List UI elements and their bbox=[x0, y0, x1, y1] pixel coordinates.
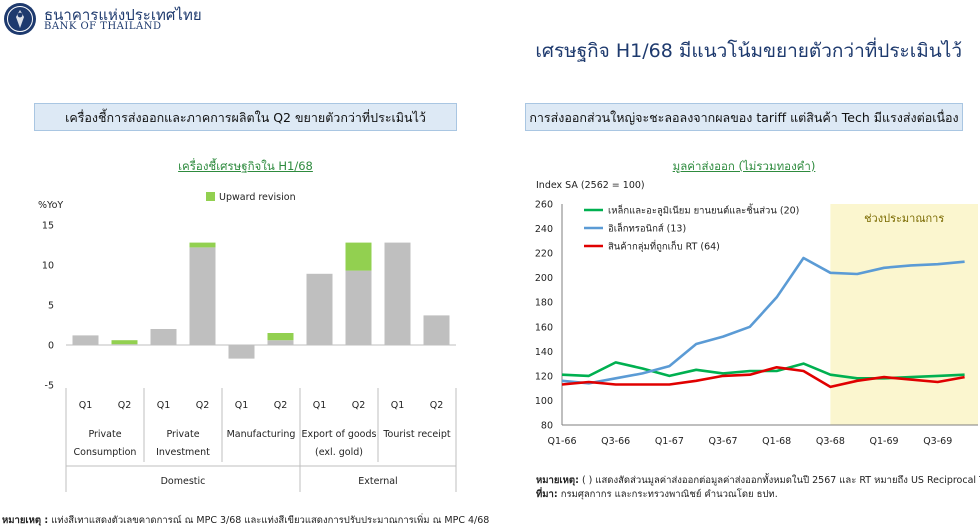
bar-forecast bbox=[267, 340, 294, 345]
y-tick-label: 140 bbox=[535, 347, 553, 358]
y-tick-label: 100 bbox=[535, 396, 553, 407]
page-title: เศรษฐกิจ H1/68 มีแนวโน้มขยายตัวกว่าที่ปร… bbox=[535, 40, 962, 62]
y-tick-label: 0 bbox=[48, 341, 54, 352]
bar-upward-revision bbox=[111, 340, 138, 345]
series-line bbox=[561, 365, 965, 389]
y-tick-label: 200 bbox=[535, 273, 553, 284]
bar-forecast bbox=[384, 242, 411, 345]
series-line bbox=[561, 256, 965, 385]
bar-forecast bbox=[345, 270, 372, 345]
x-tick-label: Q3-66 bbox=[601, 436, 630, 447]
right-note: หมายเหตุ: ( ) แสดงสัดส่วนมูลค่าส่งออกต่อ… bbox=[536, 473, 980, 488]
x-tick-label: Q1 bbox=[391, 400, 405, 411]
right-note-text: ( ) แสดงสัดส่วนมูลค่าส่งออกต่อมูลค่าส่งอ… bbox=[581, 475, 980, 486]
forecast-region bbox=[830, 204, 978, 425]
y-tick-label: 80 bbox=[541, 421, 553, 432]
bar-upward-revision bbox=[345, 242, 372, 271]
bar-forecast bbox=[111, 344, 138, 345]
x-tick-label: Q1-66 bbox=[547, 436, 576, 447]
x-tick-label: Q3-69 bbox=[923, 436, 952, 447]
x-tick-label: Q2 bbox=[274, 400, 288, 411]
y-tick-label: 15 bbox=[42, 221, 54, 232]
x-tick-label: Q1 bbox=[157, 400, 171, 411]
bar-chart: %YoY -5 0 5 10 15 Q1 Q2 Q1 Q2 Q1 Q2 Q1 Q2 Q1 Q2 Private C… bbox=[38, 192, 457, 492]
x-tick-label: Q1 bbox=[235, 400, 249, 411]
legend-label: สินค้ากลุ่มที่ถูกเก็บ RT (64) bbox=[608, 240, 720, 253]
left-panel-title: เครื่องชี้การส่งออกและภาคการผลิตใน Q2 ขย… bbox=[34, 103, 457, 131]
bar-forecast bbox=[189, 247, 216, 345]
bar-forecast bbox=[228, 345, 255, 359]
bar-upward-revision bbox=[267, 333, 294, 341]
legend-label: เหล็กและอะลูมิเนียม ยานยนต์และชิ้นส่วน (… bbox=[608, 204, 799, 217]
group-label: Export of goods bbox=[302, 429, 377, 440]
supergroup-label: Domestic bbox=[161, 476, 206, 487]
forecast-region-label: ช่วงประมาณการ bbox=[864, 212, 944, 225]
y-tick-label: 220 bbox=[535, 249, 553, 260]
legend-label: อิเล็กทรอนิกส์ (13) bbox=[608, 222, 686, 235]
left-footnote-text: แท่งสีเทาแสดงตัวเลขคาดการณ์ ณ MPC 3/68 แ… bbox=[51, 515, 490, 526]
bar-forecast bbox=[306, 273, 333, 345]
x-tick-label: Q2 bbox=[196, 400, 210, 411]
right-panel-title: การส่งออกส่วนใหญ่จะชะลอลงจากผลของ tariff… bbox=[525, 103, 963, 131]
bar-upward-revision bbox=[189, 242, 216, 248]
group-label: Private bbox=[88, 429, 121, 440]
y-tick-label: 260 bbox=[535, 200, 553, 211]
bar-forecast bbox=[150, 329, 177, 345]
group-label: Investment bbox=[156, 447, 210, 458]
y-tick-label: 240 bbox=[535, 224, 553, 235]
y-tick-label: -5 bbox=[45, 381, 54, 392]
y-axis-label: Index SA (2562 = 100) bbox=[536, 180, 645, 191]
x-tick-label: Q2 bbox=[118, 400, 132, 411]
legend-label-upward-revision: Upward revision bbox=[219, 192, 296, 203]
y-tick-label: 120 bbox=[535, 371, 553, 382]
y-axis-label: %YoY bbox=[38, 200, 63, 211]
x-tick-label: Q1 bbox=[313, 400, 327, 411]
y-tick-label: 160 bbox=[535, 322, 553, 333]
right-source-label: ที่มา: bbox=[536, 489, 558, 500]
bar-forecast bbox=[72, 335, 99, 345]
right-chart-title: มูลค่าส่งออก (ไม่รวมทองคำ) bbox=[672, 159, 816, 173]
line-chart: ช่วงประมาณการ Index SA (2562 = 100) 80 100… bbox=[535, 180, 978, 447]
bar-forecast bbox=[423, 315, 450, 345]
right-source-text: กรมศุลกากร และกระทรวงพาณิชย์ คำนวณโดย ธป… bbox=[560, 489, 778, 500]
y-tick-label: 10 bbox=[42, 261, 54, 272]
group-label: Manufacturing bbox=[227, 429, 296, 440]
group-label: (exl. gold) bbox=[315, 447, 363, 458]
group-label: Consumption bbox=[74, 447, 137, 458]
y-tick-label: 180 bbox=[535, 298, 553, 309]
x-tick-label: Q2 bbox=[430, 400, 444, 411]
x-tick-label: Q1-69 bbox=[870, 436, 899, 447]
bank-seal-logo bbox=[4, 3, 36, 35]
x-tick-label: Q1-68 bbox=[762, 436, 791, 447]
org-name-en: BANK OF THAILAND bbox=[44, 21, 162, 32]
x-tick-label: Q1-67 bbox=[655, 436, 684, 447]
right-note-label: หมายเหตุ: bbox=[536, 475, 579, 486]
group-label: Tourist receipt bbox=[382, 429, 451, 440]
left-footnote: หมายเหตุ : แท่งสีเทาแสดงตัวเลขคาดการณ์ ณ… bbox=[2, 513, 489, 528]
x-tick-label: Q3-68 bbox=[816, 436, 845, 447]
legend-swatch-upward-revision bbox=[206, 192, 215, 201]
left-chart-title: เครื่องชี้เศรษฐกิจใน H1/68 bbox=[178, 159, 313, 173]
x-tick-label: Q1 bbox=[79, 400, 93, 411]
x-tick-label: Q3-67 bbox=[709, 436, 738, 447]
x-tick-label: Q2 bbox=[352, 400, 366, 411]
y-tick-label: 5 bbox=[48, 301, 54, 312]
org-name-th: ธนาคารแห่งประเทศไทย bbox=[44, 6, 202, 24]
right-source: ที่มา: กรมศุลกากร และกระทรวงพาณิชย์ คำนว… bbox=[536, 487, 778, 502]
supergroup-label: External bbox=[358, 476, 397, 487]
left-footnote-label: หมายเหตุ : bbox=[2, 515, 49, 526]
group-label: Private bbox=[166, 429, 199, 440]
